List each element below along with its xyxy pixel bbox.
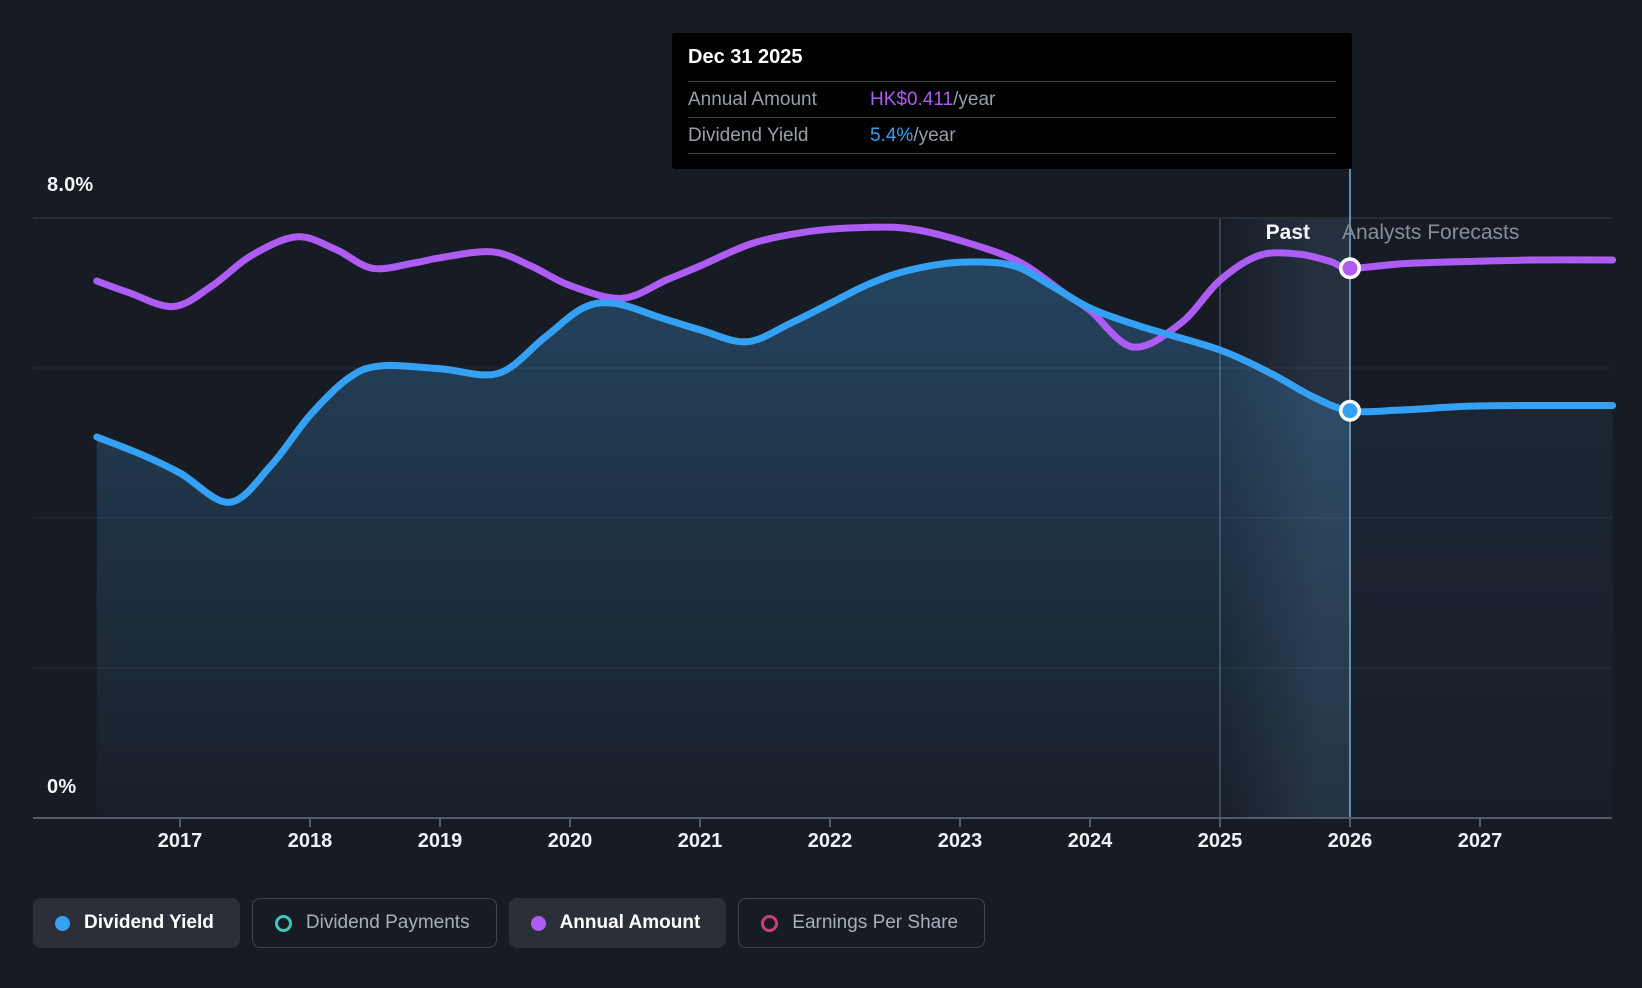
tooltip-row-suffix: /year: [913, 124, 956, 146]
legend-chip-label: Annual Amount: [559, 912, 701, 933]
tooltip-row-label: Dividend Yield: [688, 124, 809, 146]
tooltip-row-annual-amount: Annual Amount HK$0.411/year: [688, 81, 1336, 117]
annual-amount-line: [93, 223, 1617, 351]
dividend-yield-line: [93, 258, 1617, 506]
x-axis-label-2020: 2020: [547, 830, 593, 852]
tooltip-row-value: HK$0.411: [870, 88, 954, 110]
legend-chip-dividend-payments[interactable]: Dividend Payments: [251, 898, 497, 948]
past-label: Past: [1265, 221, 1310, 244]
annual-amount-dot-icon: [530, 915, 546, 931]
x-axis-label-2017: 2017: [157, 830, 203, 852]
dividend-yield-dot-icon: [55, 915, 70, 931]
earnings-per-share-ring-icon: [761, 914, 779, 932]
x-axis-label-2018: 2018: [287, 830, 333, 852]
tooltip-row-label: Annual Amount: [688, 88, 817, 110]
tooltip-row-dividend-yield: Dividend Yield 5.4%/year: [688, 117, 1336, 153]
legend-chip-label: Dividend Payments: [305, 912, 470, 933]
chart-legend: Dividend Yield Dividend Payments Annual Am…: [33, 898, 986, 948]
chart-tooltip: Dec 31 2025 Annual Amount HK$0.411/year Di…: [672, 33, 1352, 169]
y-axis-zero-label: 0%: [47, 776, 77, 798]
analysts-forecasts-label: Analysts Forecasts: [1342, 221, 1520, 244]
tooltip-row-suffix: /year: [953, 88, 996, 110]
x-axis-label-2019: 2019: [417, 830, 463, 852]
tooltip-date: Dec 31 2025: [688, 45, 803, 68]
legend-chip-label: Earnings Per Share: [792, 912, 959, 933]
divider-highlight-band: [1220, 219, 1350, 817]
y-axis-max-label: 8.0%: [47, 174, 94, 196]
x-axis-label-2021: 2021: [677, 830, 723, 852]
legend-chip-earnings-per-share[interactable]: Earnings Per Share: [738, 898, 986, 948]
dividend-yield-area-forecast: [1350, 405, 1613, 818]
x-axis-label-2027: 2027: [1457, 830, 1503, 852]
annual-amount-marker: [1342, 260, 1358, 276]
dividend-yield-marker: [1342, 403, 1358, 419]
tooltip-row-value: 5.4%: [870, 124, 914, 146]
legend-chip-annual-amount[interactable]: Annual Amount: [508, 898, 727, 948]
tooltip-bottom-rule: [688, 153, 1336, 154]
legend-chip-dividend-yield[interactable]: Dividend Yield: [33, 898, 240, 948]
x-axis-label-2025: 2025: [1197, 830, 1243, 852]
tooltip-rows: Annual Amount HK$0.411/year Dividend Yield…: [688, 81, 1336, 154]
x-axis-label-2026: 2026: [1327, 830, 1373, 852]
dividend-payments-ring-icon: [274, 914, 292, 932]
x-axis-label-2022: 2022: [807, 830, 853, 852]
x-axis-label-2024: 2024: [1067, 830, 1113, 852]
x-axis-label-2023: 2023: [937, 830, 983, 852]
dividend-yield-area-past: [96, 261, 1350, 818]
legend-chip-label: Dividend Yield: [84, 912, 214, 933]
